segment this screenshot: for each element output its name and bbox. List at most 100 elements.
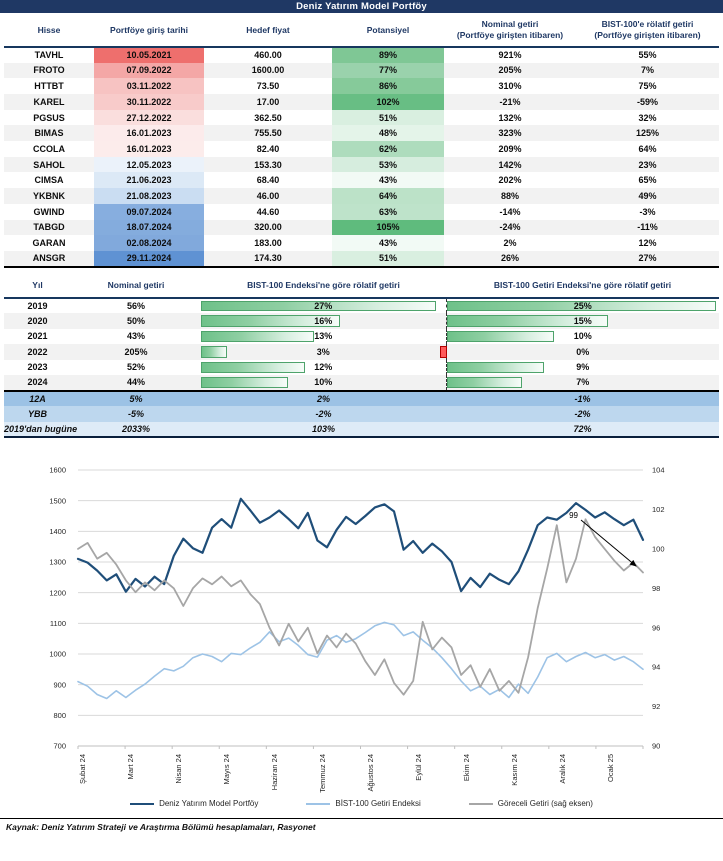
- relative-return-value: 2%: [316, 393, 330, 404]
- target-price: 44.60: [256, 206, 280, 217]
- year-label: 2023: [27, 362, 48, 373]
- bar-value-label: 25%: [573, 300, 592, 311]
- header-text: Portföye giriş tarihi: [110, 24, 188, 35]
- stock-symbol: PGSUS: [33, 112, 65, 123]
- yearly-returns-table: Yıl Nominal getiri BIST-100 Endeksi'ne g…: [4, 274, 719, 439]
- x-axis-month-label: Eylül 24: [414, 754, 423, 781]
- portfolio-row: YKBNK 21.08.2023 46.00 64% 88% 49%: [4, 188, 719, 204]
- entry-date: 30.11.2022: [94, 94, 204, 110]
- entry-date: 16.01.2023: [94, 125, 204, 142]
- data-bar: [201, 377, 288, 388]
- stock-symbol: TABGD: [33, 222, 65, 233]
- header-subtext: (Portföye girişten itibaren): [594, 30, 701, 41]
- header-text: Hedef fiyat: [246, 24, 290, 35]
- entry-date: 10.05.2021: [94, 46, 204, 63]
- potential-value: 105%: [332, 219, 444, 236]
- nominal-return-value: 43%: [126, 331, 145, 342]
- entry-date: 07.09.2022: [94, 62, 204, 79]
- target-price: 460.00: [254, 50, 282, 61]
- entry-date: 09.07.2024: [94, 203, 204, 220]
- header-subtext: (Portföye girişten itibaren): [456, 30, 564, 41]
- portfolio-table: Hisse Portföye giriş tarihi Hedef fiyat …: [4, 13, 719, 268]
- relative-return-bar-cell: 10%: [201, 375, 446, 391]
- relative-return-value: 65%: [638, 175, 657, 186]
- relative-return-value: 125%: [635, 128, 660, 139]
- relative-return-value: 75%: [638, 81, 657, 92]
- nominal-return-value: 44%: [126, 377, 145, 388]
- nominal-return-value: 209%: [498, 143, 522, 154]
- potential-value: 63%: [332, 203, 444, 220]
- entry-date: 21.06.2023: [94, 172, 204, 189]
- nominal-return-value: 52%: [126, 362, 145, 373]
- summary-row: 12A 5% 2% -1%: [4, 390, 719, 407]
- stock-symbol: BIMAS: [34, 128, 64, 139]
- potential-value: 102%: [332, 94, 444, 110]
- relative-return-value: 49%: [638, 190, 657, 201]
- potential-value: 89%: [332, 46, 444, 63]
- entry-date: 02.08.2024: [94, 235, 204, 251]
- col-header-yil: Yıl: [32, 280, 43, 291]
- relative-return-bar-cell: 3%: [201, 344, 446, 360]
- potential-value: 43%: [332, 172, 444, 189]
- yearly-row: 2024 44% 10% 7%: [4, 375, 719, 391]
- legend-item: BİST-100 Getiri Endeksi: [306, 799, 421, 808]
- left-axis-tick-label: 800: [53, 711, 66, 720]
- series-line: [76, 498, 645, 594]
- bar-value-label: 10%: [573, 331, 592, 342]
- left-axis-tick-label: 1100: [50, 619, 66, 628]
- yearly-row: 2021 43% 13% 10%: [4, 328, 719, 345]
- nominal-return-value: -21%: [499, 96, 521, 107]
- left-axis-tick-label: 1000: [49, 650, 66, 659]
- stock-symbol: GARAN: [32, 238, 66, 249]
- header-text: Potansiyel: [366, 24, 410, 35]
- bar-value-label: 12%: [314, 362, 333, 373]
- nominal-return-value: -14%: [499, 206, 521, 217]
- summary-row: 2019'dan bugüne 2033% 103% 72%: [4, 421, 719, 438]
- right-axis-tick-label: 90: [652, 742, 660, 751]
- annotation-label: 99: [569, 511, 578, 520]
- nominal-return-value: 132%: [498, 112, 522, 123]
- relative-return-value: 27%: [638, 253, 657, 264]
- x-axis-month-label: Şubat 24: [78, 754, 87, 784]
- x-axis-month-label: Ocak 25: [606, 754, 615, 782]
- target-price: 1600.00: [251, 65, 285, 76]
- relative-return-bar-cell: 13%: [201, 329, 446, 345]
- potential-value: 48%: [332, 125, 444, 142]
- header-text: Hisse: [37, 24, 61, 35]
- target-price: 183.00: [254, 238, 282, 249]
- right-axis-tick-label: 104: [652, 466, 665, 475]
- target-price: 73.50: [256, 81, 280, 92]
- legend-line-swatch: [130, 802, 155, 806]
- year-label: 2022: [27, 346, 48, 357]
- bar-value-label: 13%: [314, 331, 333, 342]
- portfolio-row: PGSUS 27.12.2022 362.50 51% 132% 32%: [4, 109, 719, 126]
- year-label: 2020: [27, 315, 48, 326]
- nominal-return-value: 2%: [503, 238, 517, 249]
- x-axis-month-label: Mart 24: [126, 754, 135, 779]
- potential-value: 51%: [332, 109, 444, 126]
- nominal-return-value: 50%: [126, 315, 145, 326]
- stock-symbol: CCOLA: [33, 143, 65, 154]
- legend-label: Deniz Yatırım Model Portföy: [159, 799, 259, 809]
- x-axis-month-label: Ekim 24: [462, 754, 471, 781]
- portfolio-row: CCOLA 16.01.2023 82.40 62% 209% 64%: [4, 141, 719, 157]
- data-bar: [446, 315, 609, 327]
- bar-value-label: 10%: [314, 377, 333, 388]
- data-bar: [446, 330, 555, 343]
- stock-symbol: FROTO: [33, 65, 65, 76]
- col-header-rolatif-getiri: BIST-100'e rölatif getiri (Portföye giriş…: [576, 13, 719, 47]
- relative-return-bar-cell: 25%: [445, 297, 719, 314]
- header-text: BIST-100'e rölatif getiri: [601, 19, 694, 29]
- relative-return-value: 7%: [640, 65, 654, 76]
- stock-symbol: HTTBT: [34, 81, 64, 92]
- data-bar: [201, 361, 306, 374]
- relative-return-value: -11%: [637, 222, 658, 233]
- header-text: Nominal getiri: [481, 19, 539, 29]
- x-axis-month-label: Kasım 24: [510, 754, 519, 786]
- col-header-bist100-getiri-rel: BIST-100 Getiri Endeksi'ne göre rölatif …: [493, 280, 672, 291]
- summary-row: YBB -5% -2% -2%: [4, 406, 719, 422]
- stock-symbol: TAVHL: [34, 50, 64, 61]
- target-price: 153.30: [254, 159, 282, 170]
- yearly-table-header: Yıl Nominal getiri BIST-100 Endeksi'ne g…: [4, 274, 719, 298]
